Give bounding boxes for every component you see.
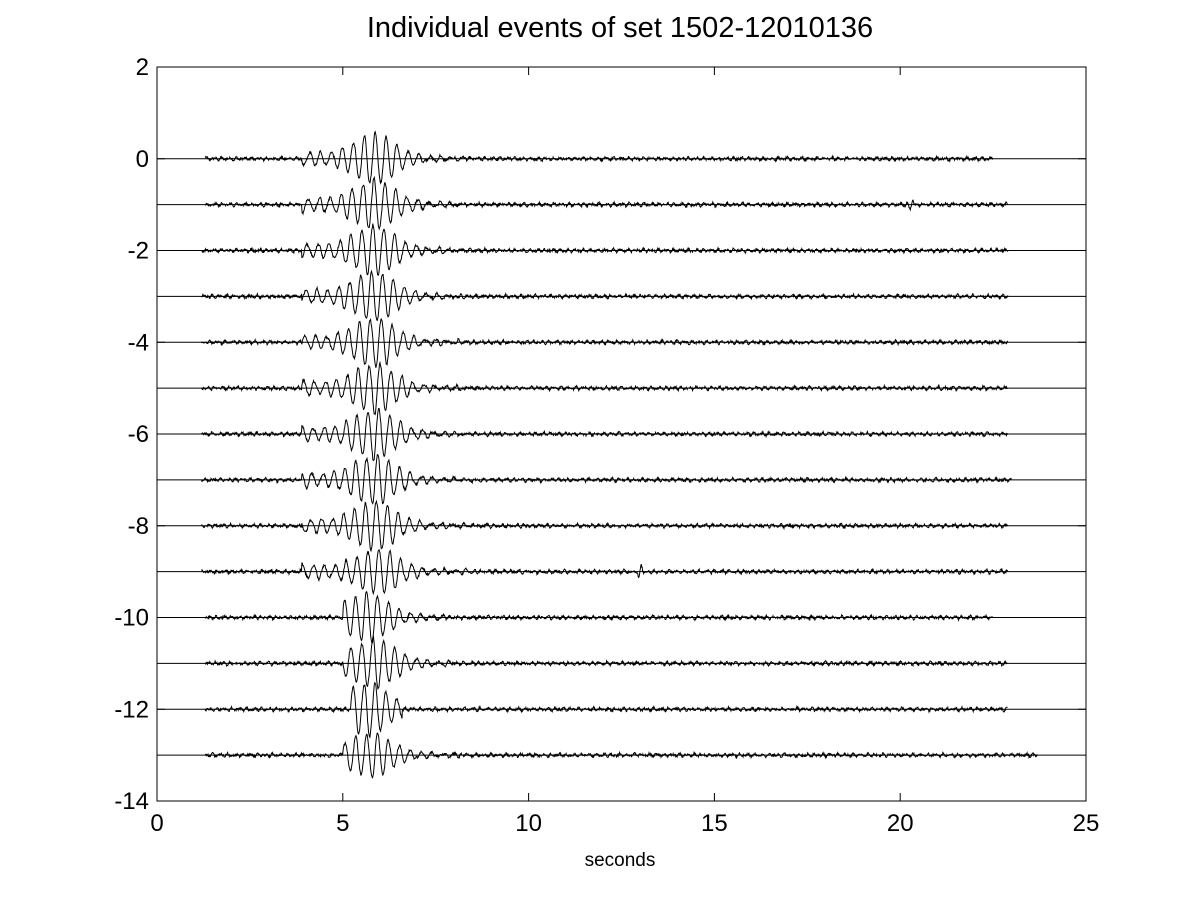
y-tick-label: -2 <box>128 238 149 265</box>
event-trace-10 <box>205 591 994 644</box>
y-tick-label: -6 <box>128 421 149 448</box>
x-tick-label: 25 <box>1073 810 1100 837</box>
event-trace-8 <box>201 499 1009 553</box>
y-tick-label: -14 <box>114 788 149 815</box>
x-tick-label: 15 <box>701 810 728 837</box>
y-tick-label: -12 <box>114 696 149 723</box>
event-trace-5 <box>201 360 1009 416</box>
event-trace-9 <box>201 548 1009 596</box>
event-trace-4 <box>201 317 1009 368</box>
event-trace-2 <box>201 223 1009 276</box>
event-trace-6 <box>201 407 1009 462</box>
event-trace-0 <box>204 130 994 185</box>
event-trace-13 <box>204 732 1038 779</box>
event-trace-7 <box>201 454 1012 505</box>
y-tick-label: 2 <box>136 54 149 81</box>
x-tick-label: 5 <box>336 810 349 837</box>
event-trace-1 <box>204 175 1008 231</box>
event-trace-12 <box>204 681 1008 739</box>
x-tick-label: 10 <box>515 810 542 837</box>
y-tick-label: -4 <box>128 329 149 356</box>
event-trace-3 <box>201 269 1009 322</box>
x-axis-label: seconds <box>584 850 656 871</box>
traces-group <box>157 130 1086 779</box>
y-tick-label: -8 <box>128 513 149 540</box>
x-tick-label: 0 <box>150 810 163 837</box>
y-tick-label: 0 <box>136 146 149 173</box>
x-tick-label: 20 <box>887 810 914 837</box>
chart-title: Individual events of set 1502-12010136 <box>366 12 874 44</box>
y-tick-label: -10 <box>114 605 149 632</box>
event-trace-11 <box>204 635 1008 691</box>
